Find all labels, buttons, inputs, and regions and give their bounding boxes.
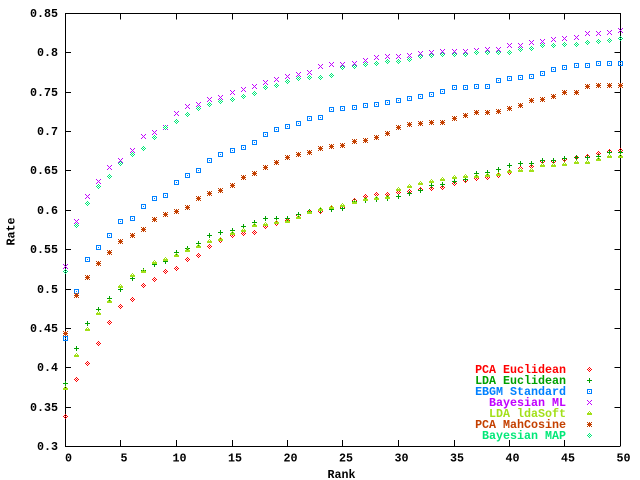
svg-text:35: 35 <box>450 452 464 466</box>
svg-text:0.8: 0.8 <box>37 46 58 60</box>
svg-text:40: 40 <box>506 452 520 466</box>
svg-text:0.3: 0.3 <box>37 440 58 454</box>
svg-text:PCA MahCosine: PCA MahCosine <box>475 418 566 432</box>
svg-text:0.85: 0.85 <box>30 7 58 21</box>
svg-text:0.55: 0.55 <box>30 243 58 257</box>
svg-text:Bayesian ML: Bayesian ML <box>489 396 566 410</box>
svg-text:5: 5 <box>121 452 128 466</box>
svg-text:Rate: Rate <box>5 218 19 246</box>
svg-text:25: 25 <box>339 452 353 466</box>
svg-text:0.75: 0.75 <box>30 86 58 100</box>
svg-text:0.45: 0.45 <box>30 322 58 336</box>
svg-text:45: 45 <box>561 452 575 466</box>
svg-text:15: 15 <box>228 452 242 466</box>
svg-text:PCA Euclidean: PCA Euclidean <box>475 363 566 377</box>
svg-text:30: 30 <box>395 452 409 466</box>
svg-text:0.6: 0.6 <box>37 204 58 218</box>
svg-text:0.7: 0.7 <box>37 125 58 139</box>
svg-text:0.5: 0.5 <box>37 283 58 297</box>
svg-text:Bayesian MAP: Bayesian MAP <box>482 429 566 443</box>
svg-text:LDA Euclidean: LDA Euclidean <box>475 374 566 388</box>
svg-text:0.35: 0.35 <box>30 401 58 415</box>
svg-text:0.4: 0.4 <box>37 361 58 375</box>
svg-text:20: 20 <box>284 452 298 466</box>
svg-text:50: 50 <box>617 452 631 466</box>
svg-text:Rank: Rank <box>328 468 356 480</box>
svg-text:EBGM Standard: EBGM Standard <box>475 385 566 399</box>
svg-text:0.65: 0.65 <box>30 164 58 178</box>
svg-text:LDA ldaSoft: LDA ldaSoft <box>489 407 566 421</box>
svg-text:0: 0 <box>65 452 72 466</box>
svg-text:10: 10 <box>173 452 187 466</box>
